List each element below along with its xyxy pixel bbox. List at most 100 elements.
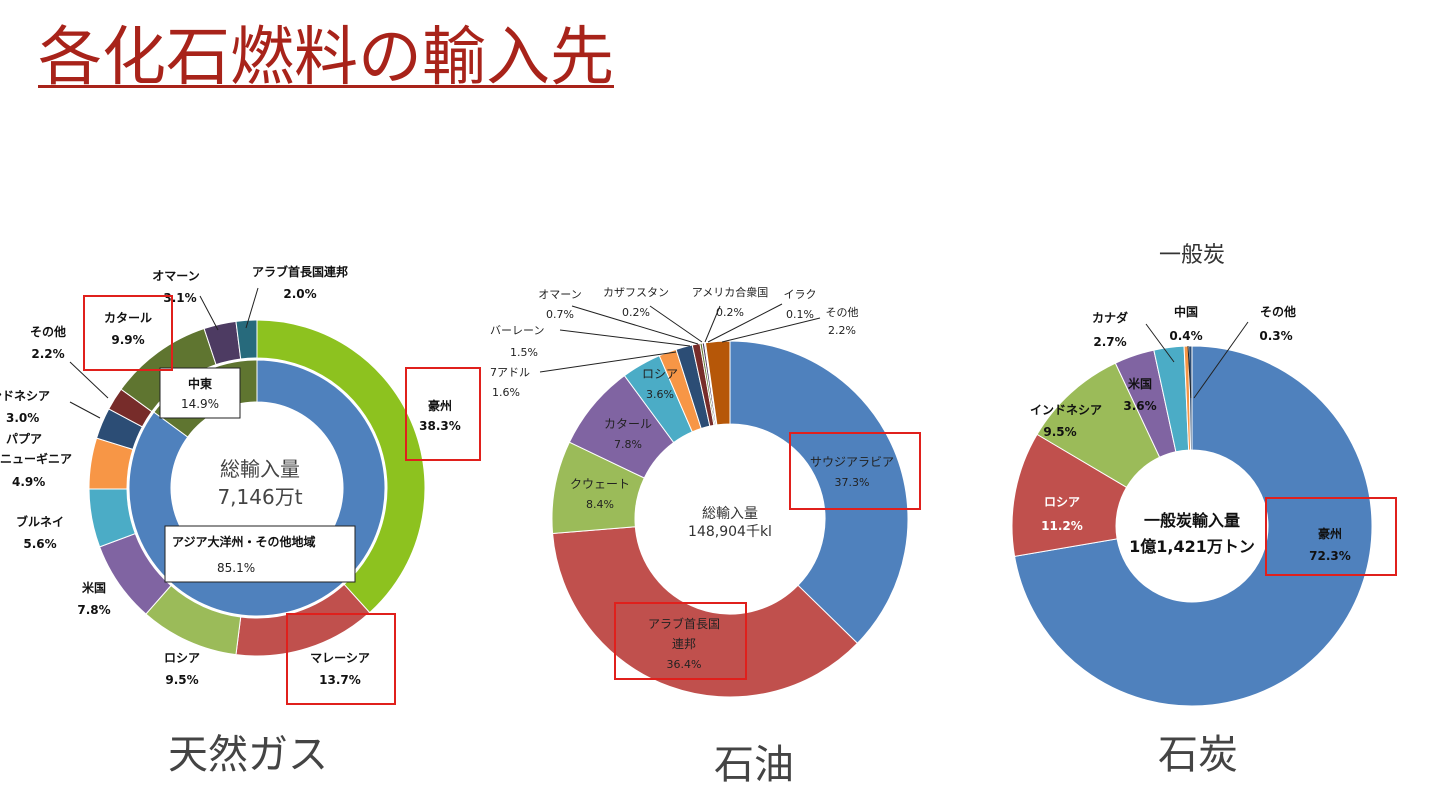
oil-slice-1 [552, 526, 859, 698]
oil-value-qatar: 7.8% [614, 438, 642, 451]
coal-label-russia: ロシア [1044, 495, 1080, 509]
coal-chart-title: 一般炭 [1159, 243, 1225, 268]
gas-value-brunei: 5.6% [23, 537, 56, 551]
gas-inner-label-mideast: 中東 [188, 376, 212, 391]
oil-highlight-uae [614, 602, 747, 680]
oil-label-usa: アメリカ合衆国 [692, 285, 768, 299]
gas-label-indonesia: インドネシア [0, 389, 50, 403]
gas-inner-label-box-mideast [159, 367, 241, 419]
oil-label-uae-2: 連邦 [672, 637, 696, 651]
gas-highlight-qatar [83, 295, 173, 371]
oil-value-russia: 3.6% [646, 388, 674, 401]
gas-value-malaysia: 13.7% [319, 673, 361, 687]
gas-value-indonesia: 3.0% [6, 411, 39, 425]
oil-label-kazakhstan: カザフスタン [603, 286, 669, 299]
coal-center-label: 一般炭輸入量 [1144, 511, 1240, 530]
gas-value-australia: 38.3% [419, 419, 461, 433]
oil-label-uae-1: アラブ首長国 [648, 616, 720, 631]
oil-leader-ecuador [539, 351, 677, 373]
gas-label-russia: ロシア [164, 651, 200, 665]
coal-label-china: 中国 [1174, 304, 1198, 319]
oil-center-value: 148,904千kl [688, 524, 772, 540]
gas-label-oman: オマーン [152, 269, 199, 283]
gas-value-other: 2.2% [31, 347, 64, 361]
gas-leader-other [69, 361, 109, 399]
oil-value-kazakhstan: 0.2% [622, 306, 650, 319]
coal-value-indonesia: 9.5% [1043, 425, 1076, 439]
gas-label-png-1: パプア [6, 431, 42, 446]
oil-value-saudi: 37.3% [835, 476, 870, 489]
coal-leader-other [1193, 321, 1249, 399]
gas-center-label: 総輸入量 [220, 457, 300, 481]
gas-label-malaysia: マレーシア [310, 651, 370, 665]
oil-center-label: 総輸入量 [702, 506, 758, 522]
oil-value-ecuador: 1.6% [492, 386, 520, 399]
oil-label-iraq: イラク [784, 288, 817, 301]
gas-outer-slice-10 [235, 319, 258, 360]
gas-outer-slice-0 [256, 319, 426, 614]
gas-label-qatar: カタール [104, 311, 152, 325]
oil-leader-iraq [707, 303, 783, 343]
oil-leader-other [721, 317, 821, 343]
oil-value-kuwait: 8.4% [586, 498, 614, 511]
oil-value-iraq: 0.1% [786, 308, 814, 321]
natural-gas-caption: 天然ガス [168, 732, 328, 778]
oil-value-other: 2.2% [828, 324, 856, 337]
oil-labels: 総輸入量 148,904千kl サウジアラビア 37.3% アラブ首長国 連邦 … [490, 285, 921, 680]
coal-label-usa: 米国 [1128, 376, 1152, 391]
slide-title: 各化石燃料の輸入先 [38, 21, 614, 95]
coal-highlight-australia [1265, 497, 1397, 576]
oil-slice-0 [729, 340, 909, 644]
oil-leader-usa [704, 305, 721, 343]
coal-label-other: その他 [1260, 304, 1296, 319]
gas-value-russia: 9.5% [165, 673, 198, 687]
gas-label-usa: 米国 [82, 580, 106, 595]
oil-value-uae: 36.4% [667, 658, 702, 671]
oil-value-oman: 0.7% [546, 308, 574, 321]
coal-value-canada: 2.7% [1093, 335, 1126, 349]
coal-value-russia: 11.2% [1041, 519, 1083, 533]
coal-label-australia: 豪州 [1318, 526, 1342, 541]
natural-gas-labels: 総輸入量 7,146万t 中東 14.9% アジア大洋州・その他地域 85.1%… [0, 264, 481, 705]
gas-label-uae: アラブ首長国連邦 [252, 264, 348, 279]
coal-value-other: 0.3% [1259, 329, 1292, 343]
oil-label-oman: オマーン [538, 288, 581, 301]
gas-value-oman: 3.1% [163, 291, 196, 305]
gas-leader-oman [199, 295, 219, 331]
oil-label-ecuador: 7アドル [490, 366, 530, 379]
gas-center-value: 7,146万t [217, 485, 302, 509]
gas-highlight-australia [405, 367, 481, 461]
oil-slice-11 [704, 340, 731, 426]
gas-label-other: その他 [30, 324, 66, 339]
oil-value-usa: 0.2% [716, 306, 744, 319]
gas-value-qatar: 9.9% [111, 333, 144, 347]
oil-leader-bahrain [559, 329, 691, 347]
coal-leader-china [1187, 345, 1192, 399]
gas-leader-indonesia [69, 401, 101, 419]
oil-label-russia: ロシア [642, 367, 678, 381]
oil-chart [551, 340, 909, 698]
gas-value-png: 4.9% [12, 475, 45, 489]
oil-caption: 石油 [714, 742, 794, 788]
gas-value-uae: 2.0% [283, 287, 316, 301]
coal-value-australia: 72.3% [1309, 549, 1351, 563]
gas-label-brunei: ブルネイ [16, 514, 64, 529]
oil-label-bahrain: バーレーン [490, 324, 544, 337]
coal-center-value: 1億1,421万トン [1129, 537, 1255, 556]
coal-label-indonesia: インドネシア [1030, 403, 1102, 417]
gas-inner-label-asia: アジア大洋州・その他地域 [172, 534, 316, 549]
oil-label-saudi: サウジアラビア [810, 455, 894, 469]
oil-leader-kazakhstan [649, 305, 703, 343]
oil-label-other: その他 [826, 306, 859, 319]
coal-value-usa: 3.6% [1123, 399, 1156, 413]
oil-label-kuwait: クウェート [570, 477, 630, 491]
gas-inner-value-mideast: 14.9% [181, 397, 219, 411]
gas-value-usa: 7.8% [77, 603, 110, 617]
gas-label-png-2: ニューギニア [0, 451, 72, 466]
gas-inner-label-box-asia [164, 525, 356, 583]
oil-highlight-saudi [789, 432, 921, 510]
oil-value-bahrain: 1.5% [510, 346, 538, 359]
oil-label-qatar: カタール [604, 417, 652, 431]
gas-leader-uae [245, 287, 259, 329]
